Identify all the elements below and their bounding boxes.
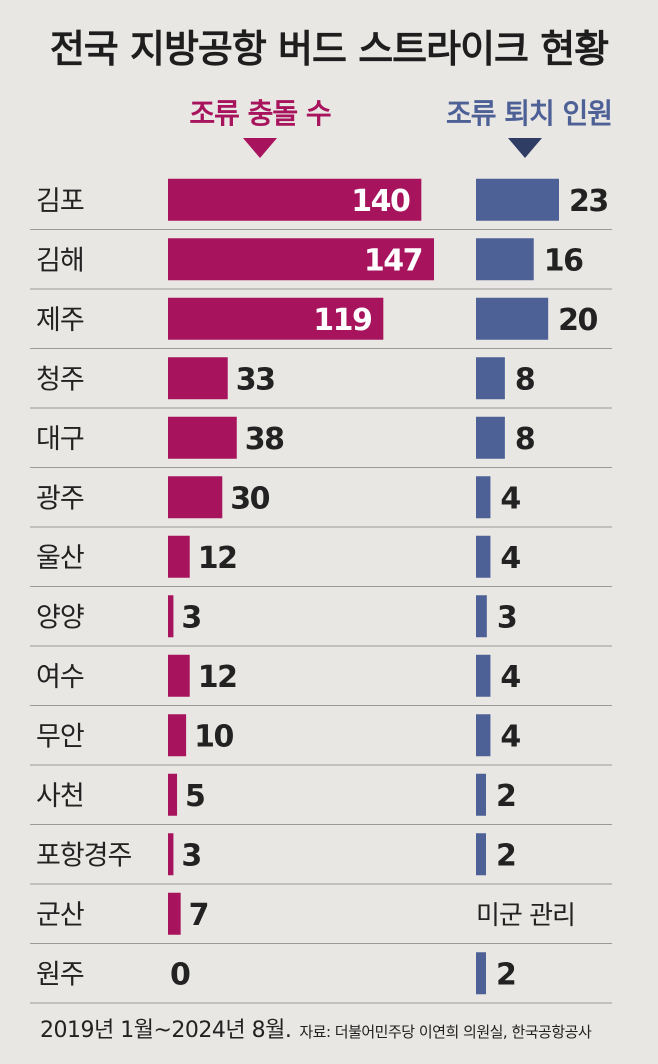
- collision-bar: [168, 892, 181, 935]
- collision-bar: [168, 714, 187, 757]
- legend-personnel: 조류 퇴치 인원: [445, 97, 613, 130]
- category-label: 청주: [36, 364, 84, 395]
- collision-value-label: 147: [364, 243, 422, 278]
- collision-value-label: 0: [170, 957, 190, 992]
- collision-bar: [168, 595, 174, 638]
- collision-value-label: 10: [194, 719, 233, 754]
- category-label: 군산: [36, 900, 84, 931]
- collision-bar: [168, 297, 384, 340]
- personnel-value-label: 20: [558, 303, 597, 338]
- chart-title: 전국 지방공항 버드 스트라이크 현황: [49, 27, 609, 71]
- footer-period: 2019년 1월~2024년 8월.: [40, 1018, 292, 1043]
- collision-value-label: 38: [245, 422, 284, 457]
- personnel-bar: [476, 535, 491, 578]
- collision-bar: [168, 773, 178, 816]
- category-label: 여수: [36, 662, 84, 693]
- category-label: 제주: [36, 305, 84, 336]
- category-label: 포항경주: [36, 840, 132, 871]
- collision-bar: [168, 357, 228, 400]
- personnel-bar: [476, 178, 559, 221]
- collision-bar: [168, 416, 237, 459]
- personnel-value-label: 2: [496, 779, 515, 814]
- personnel-value-label: 2: [496, 957, 515, 992]
- personnel-value-label: 미군 관리: [476, 901, 575, 931]
- personnel-bar: [476, 952, 486, 995]
- personnel-value-label: 3: [497, 600, 516, 635]
- legend-personnel-arrow-icon: [508, 138, 542, 158]
- personnel-bar: [476, 595, 487, 638]
- collision-value-label: 119: [313, 303, 371, 338]
- personnel-value-label: 2: [496, 838, 515, 873]
- category-label: 김해: [36, 245, 84, 276]
- category-label: 김포: [36, 186, 84, 217]
- footer: 2019년 1월~2024년 8월. 자료: 더불어민주당 이연희 의원실, 한국…: [40, 1012, 592, 1044]
- collision-value-label: 12: [198, 660, 237, 695]
- personnel-bar: [476, 654, 491, 697]
- personnel-bar: [476, 297, 549, 340]
- personnel-bar: [476, 476, 491, 519]
- collision-value-label: 3: [181, 600, 200, 635]
- category-label: 광주: [36, 483, 84, 514]
- personnel-value-label: 4: [500, 660, 520, 695]
- collision-value-label: 5: [185, 779, 204, 814]
- collision-value-label: 30: [230, 481, 269, 516]
- category-label: 원주: [36, 959, 84, 990]
- legend-collision-arrow-icon: [243, 138, 277, 158]
- personnel-value-label: 4: [500, 541, 520, 576]
- category-label: 양양: [36, 602, 84, 633]
- collision-bar: [168, 654, 190, 697]
- personnel-bar: [476, 773, 486, 816]
- footer-source: 자료: 더불어민주당 이연희 의원실, 한국공항공사: [299, 1023, 592, 1041]
- collision-bar: [168, 476, 223, 519]
- category-label: 무안: [36, 721, 84, 752]
- personnel-bar: [476, 357, 505, 400]
- collision-bar: [168, 535, 190, 578]
- collision-value-label: 12: [198, 541, 237, 576]
- personnel-value-label: 16: [544, 243, 583, 278]
- personnel-bar: [476, 833, 486, 876]
- collision-value-label: 7: [189, 898, 208, 933]
- legend-collision: 조류 충돌 수: [189, 97, 331, 130]
- personnel-value-label: 4: [500, 719, 520, 754]
- category-label: 울산: [36, 543, 84, 574]
- collision-value-label: 33: [236, 362, 275, 397]
- personnel-bar: [476, 238, 534, 281]
- collision-bar: [168, 833, 174, 876]
- personnel-value-label: 4: [500, 481, 520, 516]
- personnel-bar: [476, 714, 491, 757]
- collision-value-label: 140: [351, 184, 410, 219]
- collision-value-label: 3: [181, 838, 200, 873]
- personnel-value-label: 23: [569, 184, 608, 219]
- collision-bar: [168, 178, 422, 221]
- collision-bar: [168, 238, 434, 281]
- personnel-bar: [476, 416, 505, 459]
- personnel-value-label: 8: [515, 362, 535, 397]
- personnel-value-label: 8: [515, 422, 535, 457]
- category-label: 대구: [36, 424, 84, 455]
- category-label: 사천: [36, 781, 84, 812]
